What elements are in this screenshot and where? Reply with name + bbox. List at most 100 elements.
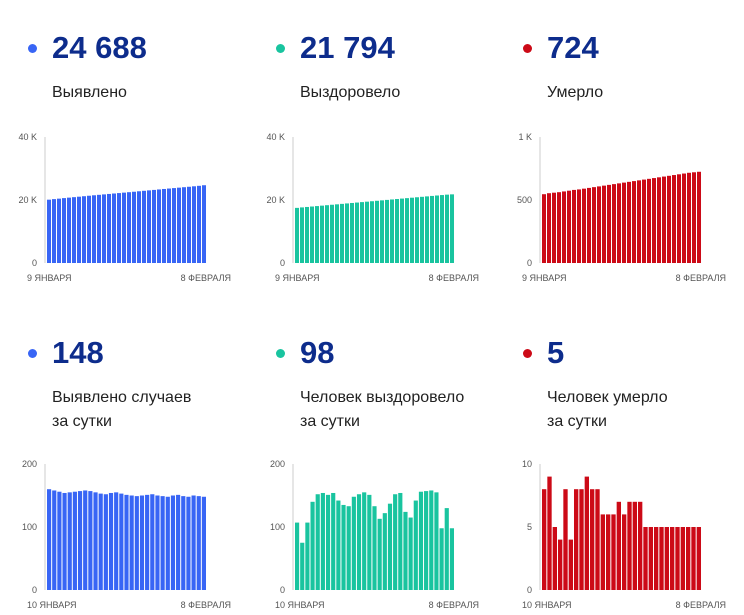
- bar: [692, 172, 696, 263]
- bar: [691, 527, 696, 590]
- bar: [137, 191, 141, 263]
- bar: [355, 202, 359, 263]
- bar: [108, 492, 114, 590]
- bar: [150, 494, 155, 590]
- bar: [114, 492, 119, 590]
- bar: [654, 527, 659, 590]
- stat-label-line: Выявлено: [52, 84, 127, 101]
- bar: [315, 494, 320, 590]
- bar: [52, 490, 57, 590]
- bar: [597, 186, 601, 263]
- bar: [372, 506, 377, 590]
- bar: [155, 495, 160, 590]
- y-tick-label: 0: [280, 585, 285, 595]
- bar: [434, 492, 439, 590]
- bar: [365, 201, 369, 263]
- bar: [637, 180, 641, 263]
- bar: [310, 206, 314, 263]
- stat-value: 21 794: [300, 30, 395, 65]
- stat-label: Выздоровело: [300, 81, 400, 105]
- bar: [336, 500, 341, 590]
- bar: [132, 191, 136, 263]
- bar: [638, 501, 643, 590]
- legend-dot: [28, 349, 37, 358]
- stat-label-line: Умерло: [547, 84, 604, 101]
- bar: [335, 204, 339, 263]
- bar: [375, 200, 379, 263]
- bar: [622, 182, 626, 263]
- bar: [662, 176, 666, 263]
- bar: [627, 181, 631, 263]
- bar: [547, 476, 552, 590]
- bar: [367, 494, 372, 590]
- bar: [325, 205, 329, 263]
- bar-chart: 200 100 0 10 ЯНВАРЯ 8 ФЕВРАЛЯ: [22, 459, 231, 610]
- bar: [330, 204, 334, 263]
- bar: [542, 489, 547, 590]
- bar: [568, 539, 573, 590]
- bar: [439, 528, 444, 590]
- bar: [558, 539, 563, 590]
- bar: [157, 189, 161, 263]
- y-tick-label: 40 K: [266, 132, 285, 142]
- bar: [547, 193, 551, 263]
- bar: [162, 188, 166, 263]
- bar: [670, 527, 675, 590]
- bar: [305, 522, 310, 590]
- bar: [142, 190, 146, 263]
- bar: [87, 195, 91, 263]
- bar: [410, 197, 414, 263]
- bar: [418, 491, 424, 590]
- bar: [425, 196, 429, 263]
- bar: [413, 500, 418, 590]
- bar: [552, 192, 556, 263]
- bar: [152, 189, 156, 263]
- bar: [696, 527, 701, 590]
- bar: [450, 194, 454, 263]
- bar: [398, 492, 403, 590]
- bar: [627, 501, 632, 590]
- bar-chart: 200 100 0 10 ЯНВАРЯ 8 ФЕВРАЛЯ: [270, 459, 479, 610]
- bar: [356, 494, 362, 590]
- y-tick-label: 100: [270, 522, 285, 532]
- bar: [393, 494, 398, 590]
- bar: [72, 491, 77, 590]
- bar: [400, 198, 404, 263]
- x-tick-label: 8 ФЕВРАЛЯ: [676, 600, 726, 610]
- bar: [405, 198, 409, 263]
- detected-daily-panel: 148 Выявлено случаев за сутки 200 100 0 10 ЯНВ…: [18, 305, 266, 610]
- bar: [440, 195, 444, 263]
- bar: [300, 542, 305, 590]
- bar: [600, 514, 605, 590]
- bar: [584, 476, 589, 590]
- stat-value: 724: [547, 30, 599, 65]
- bar: [325, 494, 331, 590]
- bar: [672, 175, 676, 263]
- stat-label: Умерло: [547, 81, 603, 105]
- bar: [552, 527, 557, 590]
- bar: [127, 192, 131, 263]
- bar: [196, 496, 201, 590]
- y-tick-label: 5: [527, 522, 532, 532]
- stat-label-line: за сутки: [547, 413, 607, 430]
- bar: [82, 196, 86, 263]
- x-tick-label: 8 ФЕВРАЛЯ: [181, 600, 231, 610]
- bar: [430, 195, 434, 263]
- bar: [186, 496, 191, 590]
- legend-dot: [276, 349, 285, 358]
- x-tick-label: 10 ЯНВАРЯ: [27, 600, 77, 610]
- bar: [602, 185, 606, 263]
- bar-chart: 10 5 0 10 ЯНВАРЯ 8 ФЕВРАЛЯ: [522, 459, 726, 610]
- recovered-daily-panel: 98 Человек выздоровело за сутки 200 100 0 10 Я…: [266, 305, 514, 610]
- bar: [647, 178, 651, 263]
- bar: [370, 201, 374, 263]
- bar: [648, 527, 653, 590]
- bar: [632, 181, 636, 263]
- bar: [124, 494, 129, 590]
- bar: [415, 197, 419, 263]
- bar: [377, 518, 382, 590]
- y-tick-label: 40 K: [18, 132, 37, 142]
- bar: [563, 489, 568, 590]
- stat-label: Человек умерло за сутки: [547, 386, 668, 434]
- bar: [667, 175, 671, 263]
